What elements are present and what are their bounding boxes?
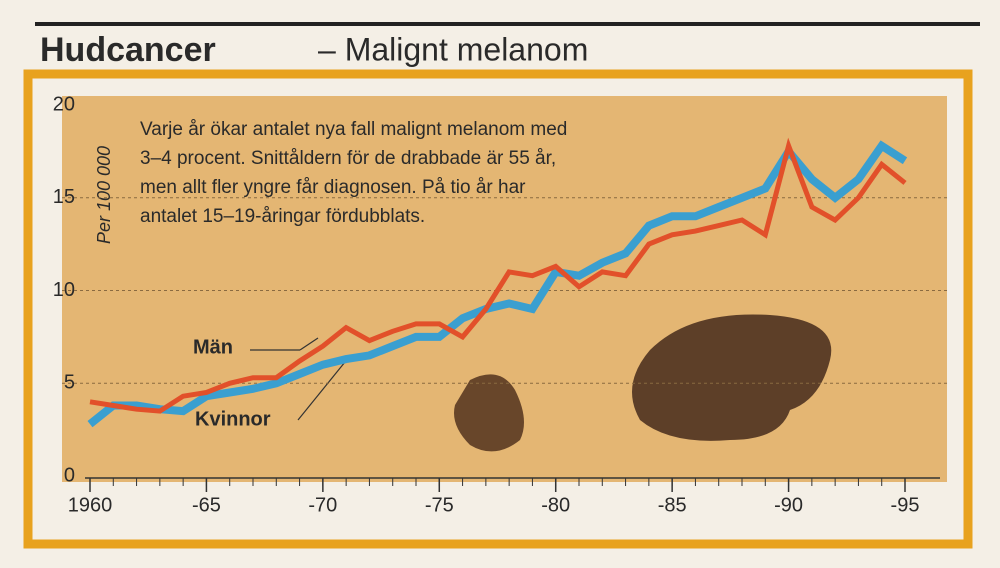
- series-line: [89, 137, 907, 414]
- x-tick-label: -70: [308, 494, 337, 516]
- annotation: Varje år ökar antalet nya fall malignt m…: [140, 119, 567, 227]
- mole-large: [632, 314, 832, 441]
- x-tick-label: -95: [891, 494, 920, 516]
- annotation-line: 3–4 procent. Snittåldern för de drabbade…: [140, 148, 556, 169]
- annotation-line: antalet 15–19-åringar fördubblats.: [140, 206, 425, 227]
- y-tick-label: 10: [53, 279, 75, 301]
- series-label: Kvinnor: [195, 408, 271, 430]
- y-tick-label: 20: [53, 93, 75, 115]
- chart-subtitle: – Malignt melanom: [318, 31, 588, 67]
- y-tick-label: 15: [53, 186, 75, 208]
- x-tick-label: 1960: [68, 494, 113, 516]
- chart-title: Hudcancer: [40, 31, 216, 69]
- annotation-line: men allt fler yngre får diagnosen. På ti…: [140, 177, 526, 198]
- series-label: Män: [193, 336, 233, 358]
- leader-line: [297, 361, 346, 421]
- y-tick-label: 5: [64, 372, 75, 394]
- x-tick-label: -85: [658, 494, 687, 516]
- top-rule: [35, 22, 980, 26]
- annotation-line: Varje år ökar antalet nya fall malignt m…: [140, 119, 567, 140]
- y-tick-label: 0: [64, 464, 75, 486]
- x-tick-label: -80: [541, 494, 570, 516]
- frame: [23, 69, 973, 549]
- series-line: [87, 140, 908, 428]
- leader-line: [299, 337, 319, 351]
- x-tick-label: -65: [192, 494, 221, 516]
- x-tick-label: -90: [774, 494, 803, 516]
- x-tick-label: -75: [425, 494, 454, 516]
- y-axis-label: Per 100 000: [94, 146, 114, 244]
- mole-small: [454, 374, 524, 452]
